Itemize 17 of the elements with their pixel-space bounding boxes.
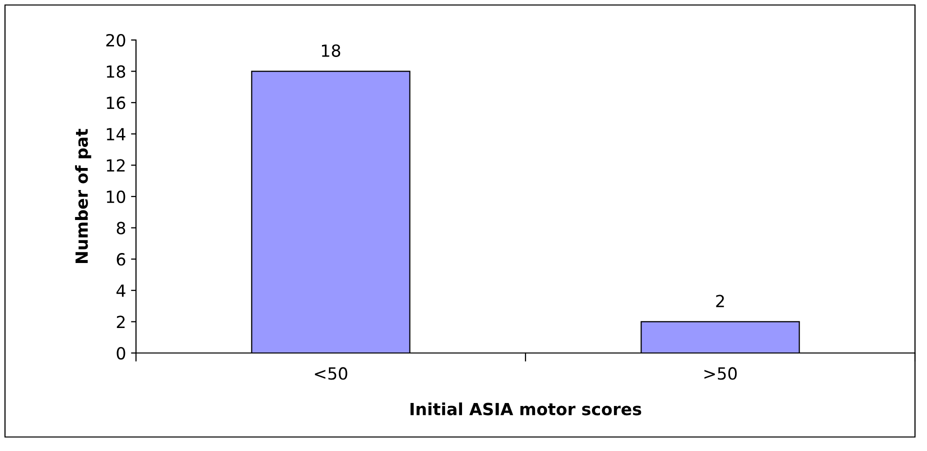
- y-tick-label: 8: [116, 222, 126, 234]
- data-label: 2: [716, 294, 724, 308]
- y-tick-label: 14: [106, 128, 126, 140]
- y-tick-label: 0: [116, 346, 126, 360]
- x-axis-title: Initial ASIA motor scores: [410, 402, 642, 416]
- x-tick-label: >50: [704, 367, 737, 380]
- y-tick-label: 10: [106, 190, 126, 204]
- y-tick-label: 18: [106, 65, 126, 78]
- y-tick-label: 2: [116, 316, 125, 328]
- y-axis-title: Number of pat: [75, 128, 92, 264]
- x-tick-label: <50: [314, 367, 348, 380]
- y-tick-label: 12: [106, 159, 125, 172]
- y-tick-label: 20: [106, 34, 126, 47]
- y-tick-label: 4: [116, 284, 126, 297]
- y-tick-label: 16: [106, 96, 126, 110]
- data-label: 18: [322, 44, 340, 57]
- y-tick-label: 6: [116, 253, 126, 266]
